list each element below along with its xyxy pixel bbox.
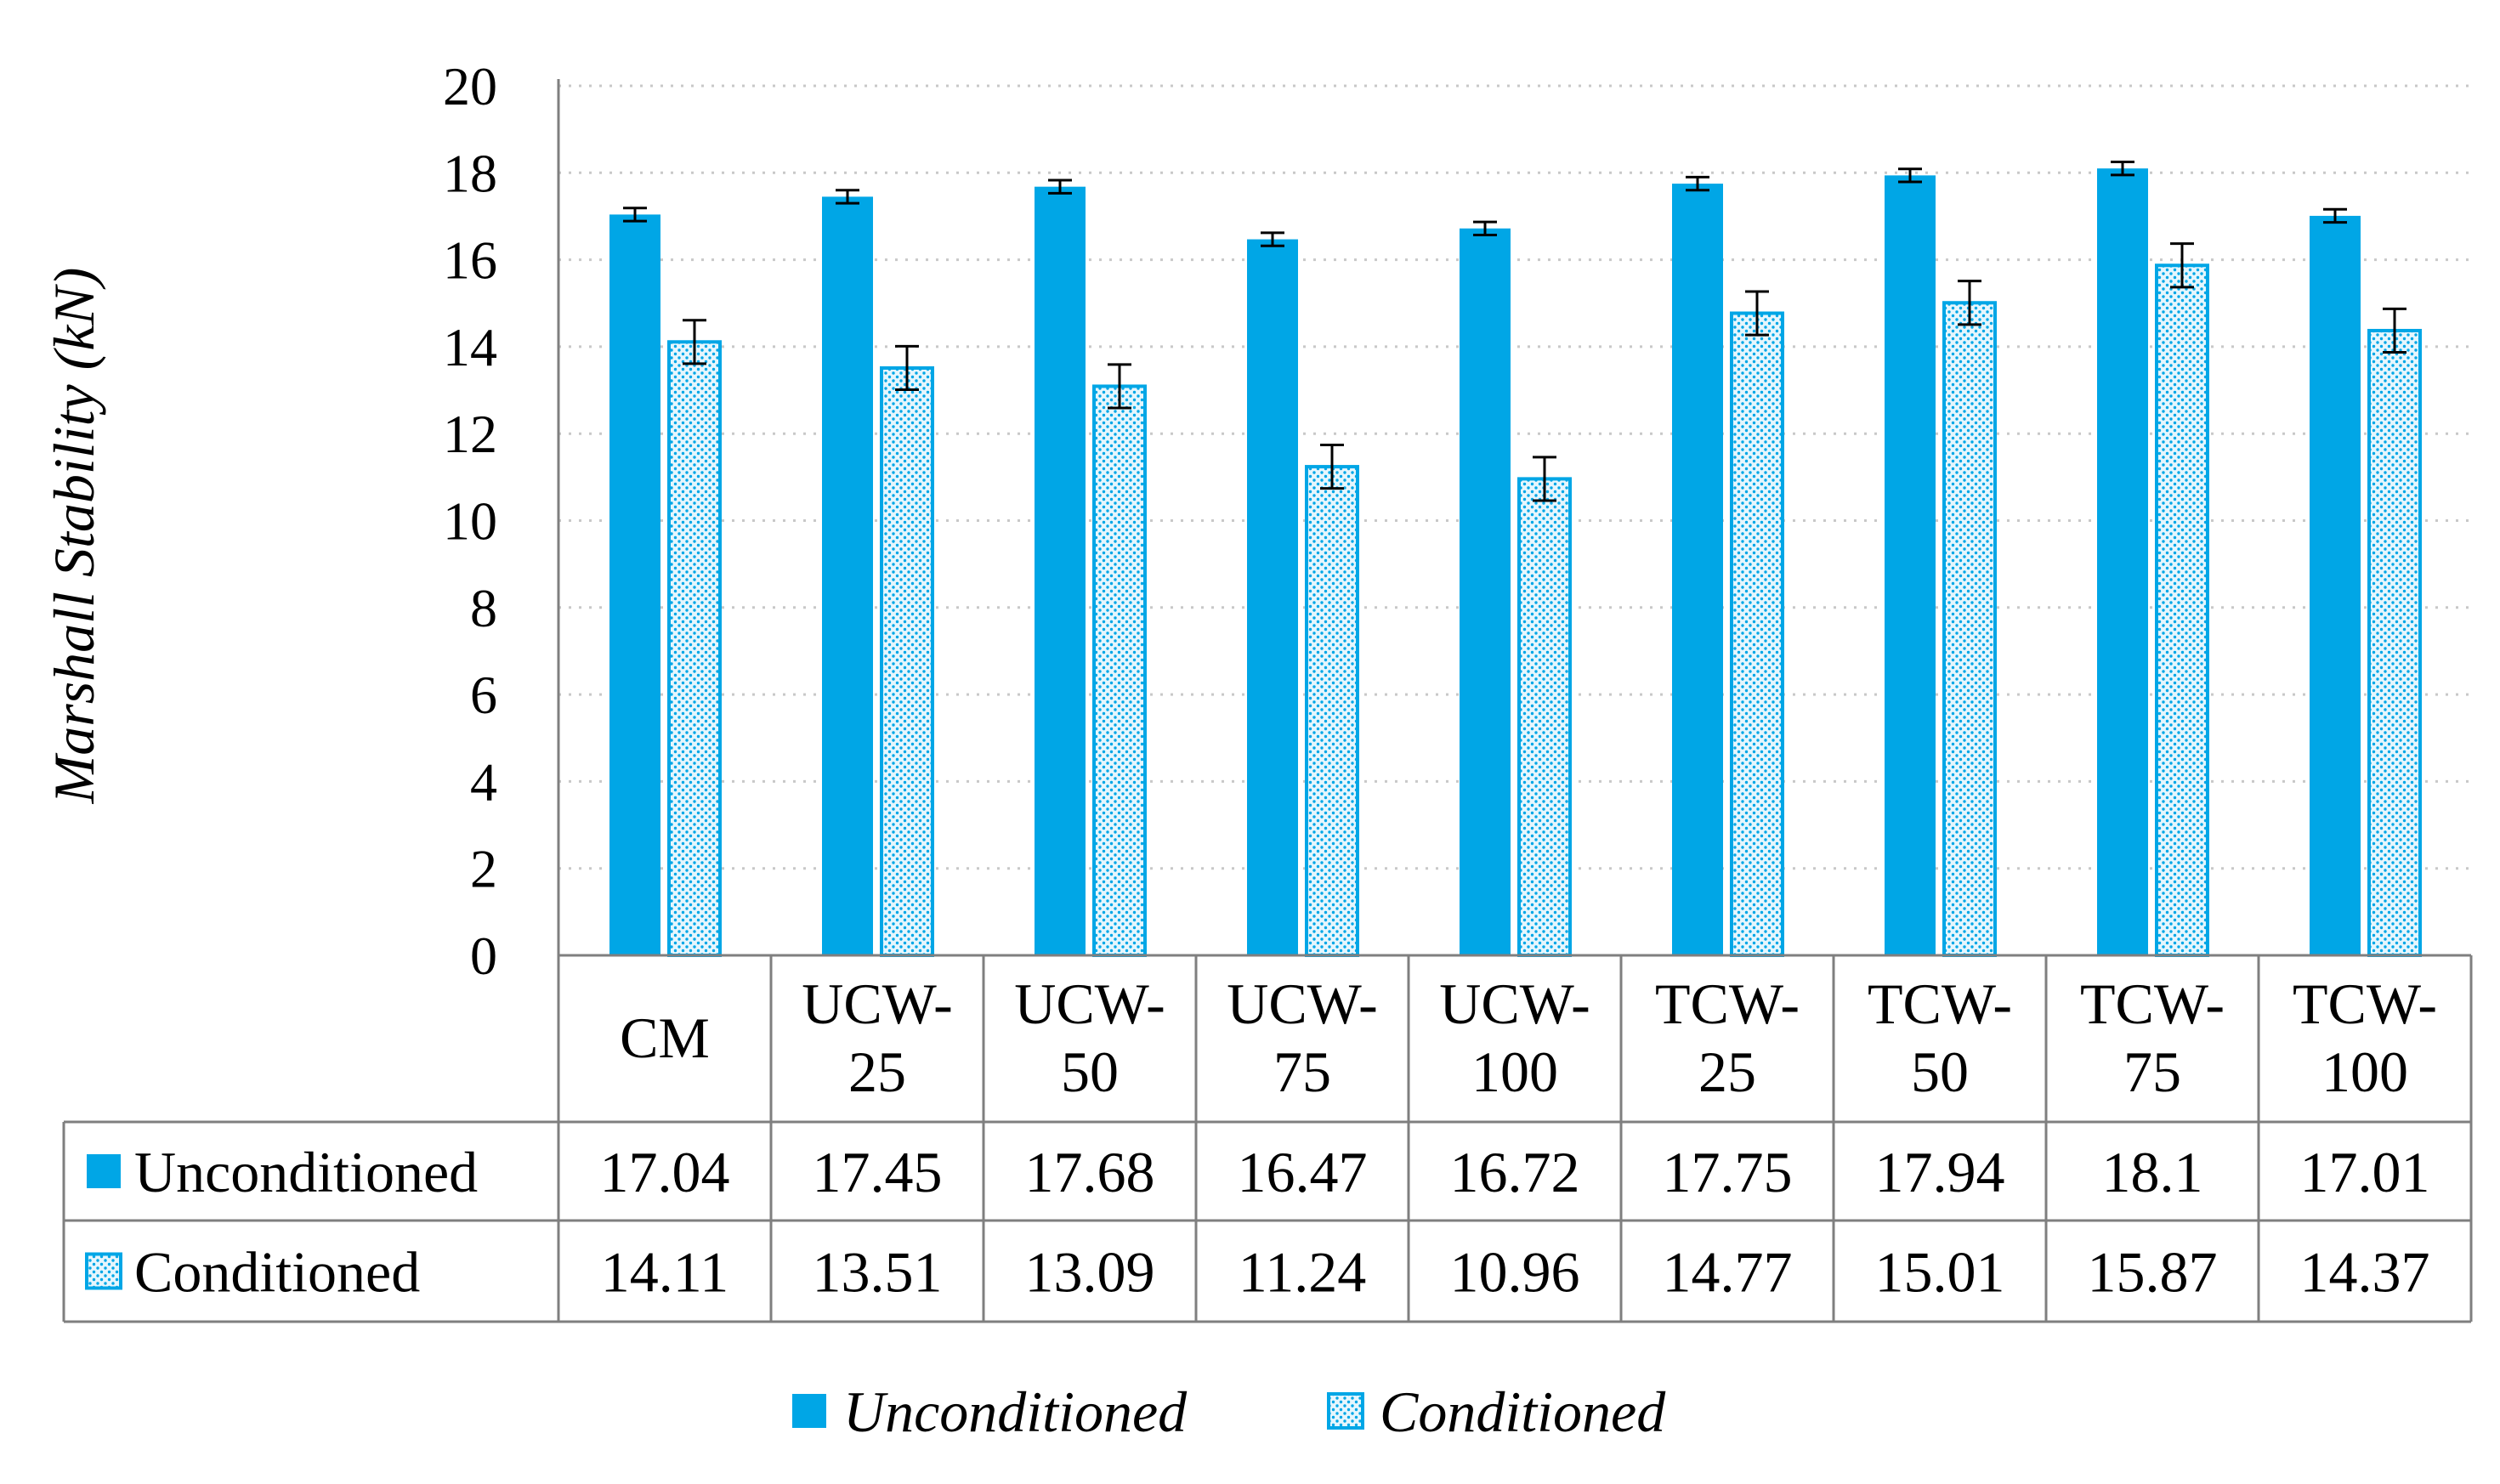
y-tick-label: 18: [443, 143, 497, 203]
y-tick-label: 4: [470, 751, 497, 812]
bar: [822, 196, 873, 955]
x-category-label: TCW-: [2293, 971, 2437, 1036]
x-category-label: UCW-: [802, 971, 953, 1036]
x-category-label: 75: [2123, 1039, 2181, 1104]
x-category-label: TCW-: [2080, 971, 2225, 1036]
bar: [609, 214, 660, 956]
legend-label: Conditioned: [1380, 1379, 1666, 1444]
x-category-label: UCW-: [1014, 971, 1165, 1036]
x-category-label: TCW-: [1868, 971, 2012, 1036]
legend-key: [1327, 1392, 1364, 1430]
data-label: 17.04: [600, 1140, 730, 1204]
data-label: 17.75: [1663, 1140, 1793, 1204]
x-category-label: 100: [2321, 1039, 2408, 1104]
bar: [1092, 384, 1147, 958]
table-series-label: Unconditioned: [134, 1140, 478, 1204]
data-label: 17.94: [1875, 1140, 2005, 1204]
data-label: 15.87: [2088, 1240, 2218, 1305]
table-series-label: Conditioned: [134, 1240, 420, 1305]
bar: [1730, 311, 1784, 957]
legend-key: [792, 1394, 826, 1428]
y-tick-label: 2: [470, 839, 497, 899]
data-label: 17.68: [1025, 1140, 1155, 1204]
bar: [1305, 465, 1359, 957]
bar: [1942, 301, 1997, 957]
y-tick-label: 0: [470, 926, 497, 986]
x-category-label: 50: [1061, 1039, 1119, 1104]
bar: [1672, 184, 1723, 955]
y-tick-label: 14: [443, 317, 497, 377]
x-category-label: TCW-: [1655, 971, 1800, 1036]
axes: 0 2 4 6 8 10 12 14 16 18 20: [443, 56, 560, 986]
data-label: 16.72: [1450, 1140, 1580, 1204]
bars: [609, 161, 2422, 958]
bar: [1460, 228, 1511, 956]
x-category-label: 25: [848, 1039, 906, 1104]
bar: [1517, 477, 1572, 957]
bar: [2155, 263, 2209, 957]
y-tick-label: 12: [443, 404, 497, 464]
legend: Unconditioned Conditioned: [792, 1379, 1666, 1444]
data-label: 13.09: [1025, 1240, 1155, 1305]
x-category-label: 50: [1911, 1039, 1969, 1104]
x-category-label: UCW-: [1227, 971, 1378, 1036]
bar: [2367, 328, 2422, 957]
bar: [2310, 215, 2361, 956]
data-label: 14.77: [1663, 1240, 1793, 1305]
x-category-label: UCW-: [1439, 971, 1590, 1036]
table-legend-key: [87, 1154, 121, 1188]
data-label: 15.01: [1875, 1240, 2005, 1305]
data-table: CMUCW-25UCW-50UCW-75UCW-100TCW-25TCW-50T…: [62, 954, 2473, 1323]
data-label: 17.01: [2300, 1140, 2430, 1204]
bar: [1035, 186, 1086, 956]
data-label: 17.45: [813, 1140, 943, 1204]
data-label: 16.47: [1238, 1140, 1368, 1204]
y-axis-title: Marshall Stability (kN): [42, 268, 106, 805]
bar: [667, 340, 722, 957]
legend-label: Unconditioned: [843, 1379, 1188, 1444]
y-tick-label: 20: [443, 56, 497, 116]
data-label: 14.11: [601, 1240, 728, 1305]
data-label: 10.96: [1450, 1240, 1580, 1305]
bar: [1885, 175, 1936, 955]
x-category-label: 100: [1471, 1039, 1558, 1104]
y-tick-label: 6: [470, 665, 497, 725]
data-label: 14.37: [2300, 1240, 2430, 1305]
y-tick-label: 10: [443, 491, 497, 552]
bar: [880, 365, 934, 957]
data-label: 13.51: [813, 1240, 943, 1305]
bar: [1247, 239, 1298, 955]
y-tick-label: 8: [470, 578, 497, 638]
gridlines: [558, 84, 2471, 870]
data-label: 11.24: [1239, 1240, 1366, 1305]
bar: [2097, 168, 2148, 955]
y-tick-label: 16: [443, 230, 497, 291]
x-category-label: CM: [620, 1005, 710, 1070]
data-label: 18.1: [2102, 1140, 2203, 1204]
x-category-label: 75: [1273, 1039, 1331, 1104]
table-legend-key: [85, 1252, 122, 1290]
x-category-label: 25: [1698, 1039, 1756, 1104]
